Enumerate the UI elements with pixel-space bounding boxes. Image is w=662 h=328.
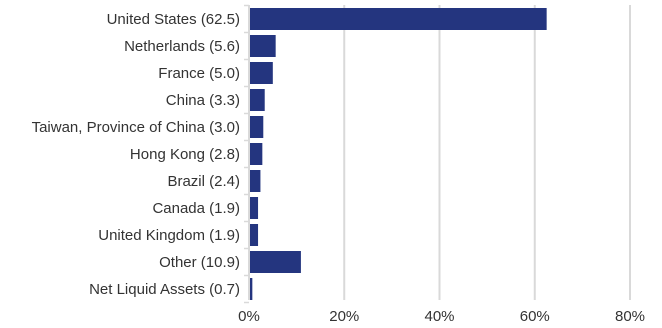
x-tick-label: 0% xyxy=(238,308,260,323)
category-labels: United States (62.5) Netherlands (5.6) Fra… xyxy=(32,11,240,298)
bar-6 xyxy=(249,170,261,192)
category-label: Net Liquid Assets (0.7) xyxy=(89,281,240,298)
bars xyxy=(249,8,547,300)
x-tick-label: 80% xyxy=(615,308,645,323)
x-tick-label: 40% xyxy=(424,308,454,323)
category-label: Canada (1.9) xyxy=(152,200,240,217)
category-label: Taiwan, Province of China (3.0) xyxy=(32,119,240,136)
x-tick-label: 20% xyxy=(329,308,359,323)
category-label: Other (10.9) xyxy=(159,254,240,271)
axes xyxy=(244,4,250,304)
bar-9 xyxy=(249,251,301,273)
bar-1 xyxy=(249,35,276,57)
x-tick-labels: 0% 20% 40% 60% 80% xyxy=(238,308,645,325)
bar-4 xyxy=(249,116,264,138)
bar-8 xyxy=(249,224,259,246)
category-label: Hong Kong (2.8) xyxy=(130,146,240,163)
gridlines xyxy=(343,5,631,300)
bar-2 xyxy=(249,62,273,84)
bar-3 xyxy=(249,89,265,111)
bar-0 xyxy=(249,8,547,30)
bar-5 xyxy=(249,143,263,165)
category-label: United Kingdom (1.9) xyxy=(98,227,240,244)
category-label: China (3.3) xyxy=(166,92,240,109)
category-label: Brazil (2.4) xyxy=(167,173,240,190)
bar-10 xyxy=(249,278,253,300)
category-label: France (5.0) xyxy=(158,65,240,82)
category-label: United States (62.5) xyxy=(107,11,240,28)
x-tick-label: 60% xyxy=(520,308,550,323)
category-label: Netherlands (5.6) xyxy=(124,38,240,55)
bar-7 xyxy=(249,197,259,219)
